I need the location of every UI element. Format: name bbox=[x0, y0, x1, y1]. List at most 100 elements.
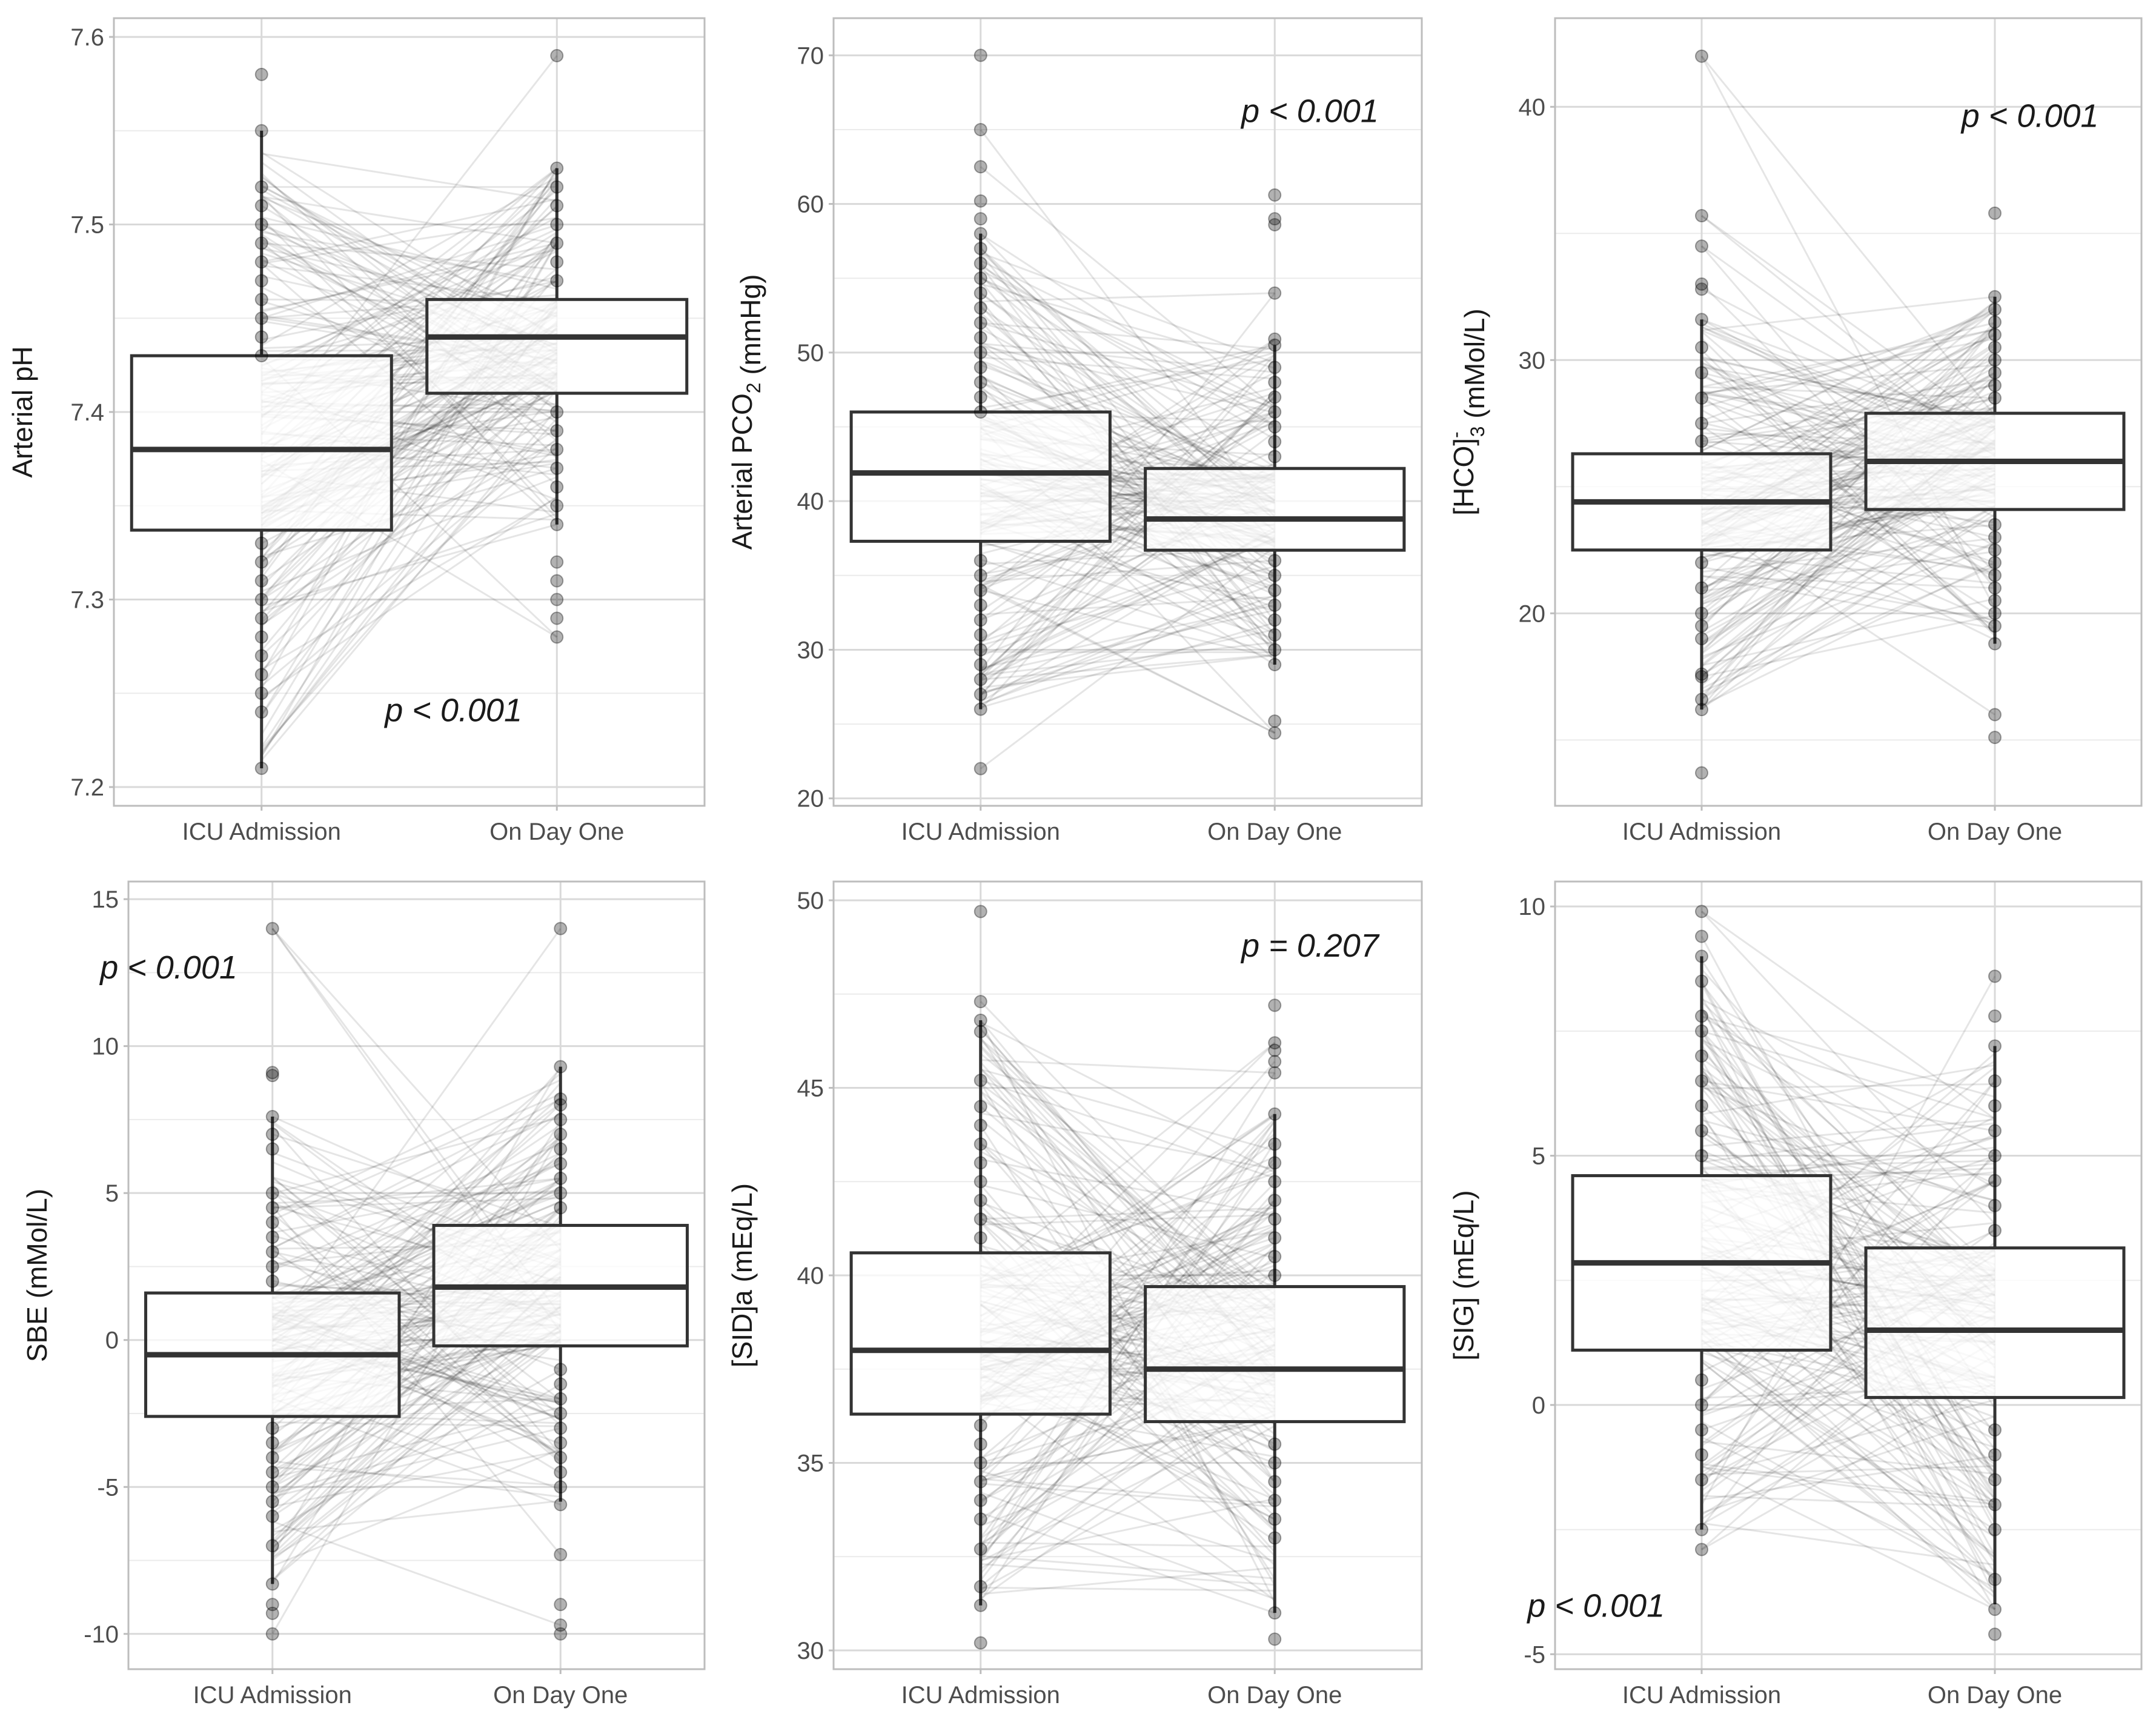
data-point bbox=[1989, 379, 2001, 391]
data-point bbox=[975, 674, 987, 686]
y-tick-label: 7.2 bbox=[70, 774, 104, 801]
data-point bbox=[1269, 1269, 1281, 1281]
data-point bbox=[975, 213, 987, 225]
data-point bbox=[1696, 210, 1708, 222]
y-tick-label: 7.4 bbox=[70, 399, 104, 426]
data-point bbox=[975, 1513, 987, 1525]
data-point bbox=[551, 50, 563, 62]
data-point bbox=[975, 1457, 987, 1469]
data-point bbox=[975, 1157, 987, 1169]
x-tick-label: On Day One bbox=[489, 819, 624, 845]
data-point bbox=[1269, 189, 1281, 201]
data-point bbox=[1989, 582, 2001, 594]
data-point bbox=[256, 594, 268, 606]
data-point bbox=[554, 1128, 566, 1140]
data-point bbox=[554, 1466, 566, 1478]
data-point bbox=[975, 287, 987, 299]
data-point bbox=[1696, 975, 1708, 988]
data-point bbox=[267, 1540, 279, 1552]
data-point bbox=[554, 1061, 566, 1073]
data-point bbox=[1696, 620, 1708, 632]
data-point bbox=[1269, 614, 1281, 626]
data-point bbox=[1989, 519, 2001, 531]
data-point bbox=[256, 237, 268, 249]
data-point bbox=[551, 556, 563, 568]
data-point bbox=[1269, 287, 1281, 299]
data-point bbox=[267, 1187, 279, 1199]
data-point bbox=[1696, 931, 1708, 943]
data-point bbox=[975, 584, 987, 596]
data-point bbox=[1989, 620, 2001, 632]
data-point bbox=[267, 923, 279, 935]
data-point bbox=[1269, 1532, 1281, 1544]
data-point bbox=[267, 1628, 279, 1640]
data-point bbox=[975, 1194, 987, 1206]
data-point bbox=[551, 481, 563, 493]
data-point bbox=[1269, 1607, 1281, 1619]
data-point bbox=[1696, 950, 1708, 962]
data-point bbox=[551, 218, 563, 230]
data-point bbox=[1269, 1108, 1281, 1120]
data-point bbox=[256, 350, 268, 362]
data-point bbox=[1989, 970, 2001, 982]
y-tick-label: 0 bbox=[1532, 1392, 1545, 1419]
data-point bbox=[975, 995, 987, 1008]
y-tick-label: 40 bbox=[797, 1263, 824, 1289]
data-point bbox=[1989, 367, 2001, 379]
data-point bbox=[1696, 905, 1708, 917]
data-point bbox=[1269, 219, 1281, 231]
data-point bbox=[975, 302, 987, 314]
data-point bbox=[1269, 570, 1281, 582]
data-point bbox=[1989, 1200, 2001, 1212]
data-point bbox=[1696, 607, 1708, 619]
data-point bbox=[1696, 1374, 1708, 1386]
data-point bbox=[554, 1393, 566, 1405]
data-point bbox=[975, 763, 987, 775]
data-point bbox=[554, 1187, 566, 1199]
data-point bbox=[1269, 1475, 1281, 1487]
data-point bbox=[975, 161, 987, 173]
data-point bbox=[1696, 1473, 1708, 1486]
data-point bbox=[1269, 643, 1281, 656]
data-point bbox=[1269, 584, 1281, 596]
x-tick-label: ICU Admission bbox=[1622, 819, 1781, 845]
data-point bbox=[256, 181, 268, 193]
box-iqr bbox=[131, 356, 391, 530]
data-point bbox=[1989, 1124, 2001, 1137]
data-point bbox=[975, 1138, 987, 1150]
data-point bbox=[975, 659, 987, 671]
data-point bbox=[1989, 1150, 2001, 1162]
y-tick-label: 50 bbox=[797, 888, 824, 914]
data-point bbox=[554, 1114, 566, 1126]
data-point bbox=[554, 1452, 566, 1464]
data-point bbox=[551, 462, 563, 474]
data-point bbox=[1696, 671, 1708, 683]
data-point bbox=[1989, 1224, 2001, 1237]
data-point bbox=[1269, 1157, 1281, 1169]
data-point bbox=[1989, 570, 2001, 582]
data-point bbox=[554, 1158, 566, 1170]
data-point bbox=[1696, 1524, 1708, 1536]
data-point bbox=[1989, 329, 2001, 341]
data-point bbox=[1989, 291, 2001, 303]
data-point bbox=[1989, 1100, 2001, 1112]
data-point bbox=[1269, 659, 1281, 671]
data-point bbox=[975, 1119, 987, 1131]
data-point bbox=[256, 200, 268, 212]
data-point bbox=[1269, 1513, 1281, 1525]
y-axis-title: [HCO]-3 (mMol/L) bbox=[1445, 308, 1490, 515]
box-iqr bbox=[851, 412, 1110, 541]
data-point bbox=[975, 1438, 987, 1450]
data-point bbox=[256, 125, 268, 137]
data-point bbox=[1269, 1138, 1281, 1150]
data-point bbox=[1696, 557, 1708, 569]
data-point bbox=[256, 537, 268, 550]
data-point bbox=[554, 1498, 566, 1510]
y-tick-label: 40 bbox=[797, 488, 824, 515]
data-point bbox=[1989, 637, 2001, 649]
data-point bbox=[554, 1437, 566, 1449]
data-point bbox=[1696, 1150, 1708, 1162]
data-point bbox=[1696, 1100, 1708, 1112]
box-iqr bbox=[851, 1253, 1110, 1414]
